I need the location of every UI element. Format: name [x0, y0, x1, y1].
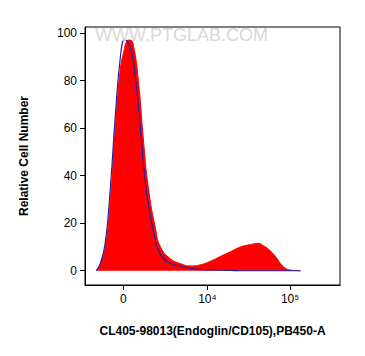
svg-text:60: 60: [64, 121, 78, 135]
svg-text:CL405-98013(Endoglin/CD105),PB: CL405-98013(Endoglin/CD105),PB450-A: [99, 324, 325, 338]
svg-text:0: 0: [120, 292, 127, 306]
svg-text:80: 80: [64, 74, 78, 88]
svg-text:40: 40: [64, 169, 78, 183]
svg-text:10⁵: 10⁵: [281, 292, 299, 306]
svg-text:20: 20: [64, 216, 78, 230]
svg-text:Relative Cell Number: Relative Cell Number: [17, 96, 31, 216]
svg-text:10⁴: 10⁴: [198, 292, 217, 306]
svg-text:100: 100: [57, 26, 77, 40]
svg-text:0: 0: [70, 264, 77, 278]
svg-text:WWW.PTGLAB.COM: WWW.PTGLAB.COM: [95, 25, 268, 45]
